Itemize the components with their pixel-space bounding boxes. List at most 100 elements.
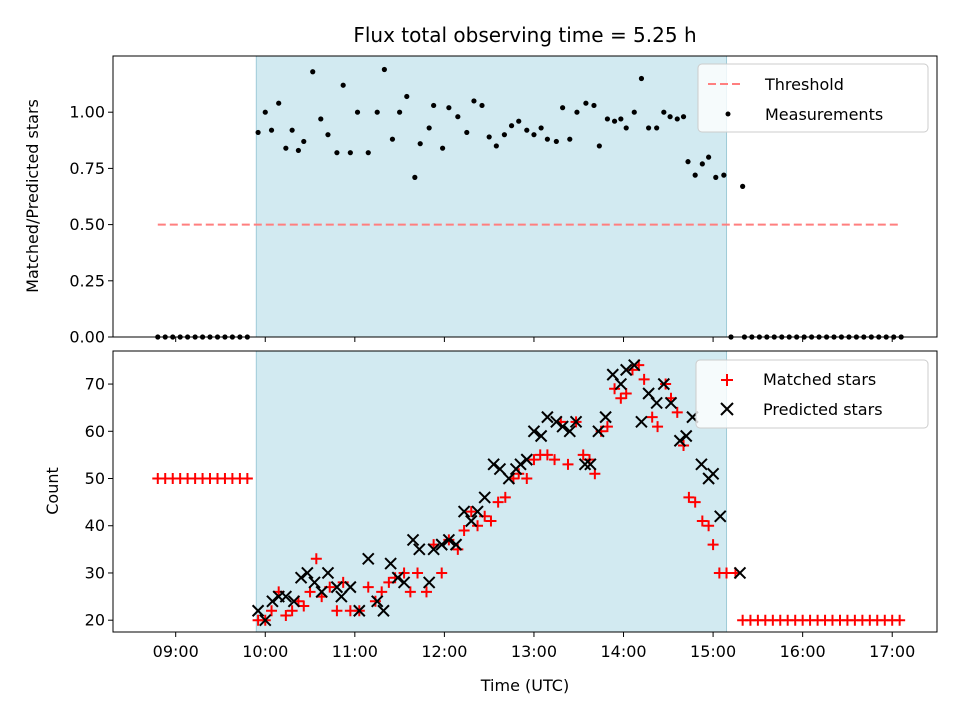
- measurement-point: [268, 127, 275, 133]
- measurement-point: [516, 118, 522, 124]
- top-observing-window: [255, 56, 728, 337]
- measurement-point: [553, 138, 559, 145]
- predicted-star-point: [673, 434, 687, 447]
- matched-star-point: [652, 421, 664, 433]
- matched-star-point: [696, 515, 708, 527]
- matched-star-point: [458, 524, 470, 536]
- predicted-star-point: [251, 604, 265, 617]
- measurement-point: [674, 116, 680, 122]
- predicted-star-point: [435, 538, 448, 551]
- measurement-point: [654, 125, 660, 131]
- predicted-star-point: [614, 377, 628, 391]
- measurement-point: [471, 98, 477, 104]
- predicted-star-point: [695, 458, 708, 471]
- predicted-star-point: [427, 543, 440, 556]
- measurement-point: [354, 109, 361, 115]
- matched-star-point: [485, 515, 497, 527]
- bottom-legend: Matched stars Predicted stars: [695, 359, 929, 429]
- bottom-y-tick-label: 50: [85, 469, 105, 488]
- measurement-point: [638, 75, 645, 82]
- matched-star-point: [310, 553, 322, 565]
- measurement-point: [646, 125, 652, 131]
- predicted-star-point: [266, 595, 279, 608]
- matched-star-point: [609, 383, 621, 395]
- measurement-point: [667, 114, 673, 120]
- measurement-point: [493, 143, 499, 149]
- matched-star-point: [562, 458, 574, 470]
- predicted-star-point: [279, 590, 293, 603]
- top-panel: 0.00 0.25 0.50 0.75 1.00 Matched/Predicted s…: [23, 55, 938, 347]
- predicted-star-point: [362, 552, 375, 566]
- bottom-observing-window: [255, 351, 728, 632]
- predicted-star-point: [592, 425, 605, 438]
- measurement-point: [486, 134, 492, 140]
- predicted-star-point: [534, 429, 548, 443]
- bottom-series-matched-stars: [152, 359, 906, 626]
- predicted-star-point: [321, 566, 335, 580]
- top-y-tick-label: 0.75: [69, 159, 105, 178]
- matched-star-point: [513, 468, 525, 480]
- measurement-point: [706, 154, 712, 160]
- predicted-star-point: [457, 505, 471, 518]
- bottom-y-tick-label: 70: [85, 375, 105, 394]
- bottom-y-axis-title: Count: [43, 467, 62, 515]
- predicted-star-point: [371, 595, 384, 608]
- measurement-point: [374, 109, 380, 115]
- measurement-point: [412, 174, 418, 180]
- matched-star-point: [369, 595, 381, 607]
- measurement-point: [389, 136, 396, 142]
- measurement-point: [713, 174, 719, 180]
- predicted-star-point: [541, 410, 554, 424]
- predicted-star-point: [406, 533, 420, 547]
- measurement-point: [567, 136, 573, 142]
- measurement-point: [431, 102, 437, 109]
- predicted-star-point: [344, 580, 357, 594]
- predicted-star-point: [584, 458, 597, 471]
- matched-star-point: [331, 605, 343, 617]
- measurement-point: [381, 66, 387, 73]
- measurement-point: [721, 172, 727, 178]
- measurement-point: [618, 116, 624, 122]
- predicted-star-point: [514, 458, 527, 471]
- bottom-x-axis: 09:00 10:00 11:00 12:00 13:00 14:00 15:00 16:00…: [153, 632, 915, 661]
- measurement-point: [501, 132, 507, 138]
- top-y-tick-label: 0.00: [69, 328, 105, 347]
- bottom-y-tick-label: 30: [85, 563, 105, 582]
- bottom-x-tick-label: 14:00: [600, 642, 646, 661]
- predicted-star-point: [442, 533, 456, 547]
- predicted-star-point: [478, 491, 491, 504]
- matched-star-point: [703, 520, 715, 532]
- top-y-tick-label: 0.25: [69, 271, 105, 290]
- measurement-point: [365, 150, 371, 156]
- measurement-point: [301, 138, 307, 145]
- predicted-star-point: [301, 566, 314, 580]
- bottom-x-axis-title: Time (UTC): [480, 676, 569, 695]
- predicted-star-point: [397, 576, 411, 589]
- top-legend-box: [697, 63, 929, 133]
- measurements-legend-swatch: [725, 111, 731, 117]
- measurement-point: [623, 125, 629, 131]
- matched-star-point: [412, 567, 424, 579]
- top-shaded-span: [256, 56, 727, 337]
- measurement-point: [404, 93, 410, 100]
- measurement-point: [295, 147, 301, 154]
- measurement-point: [692, 172, 698, 178]
- predicted-star-point: [294, 571, 308, 584]
- bottom-x-tick-label: 17:00: [869, 642, 915, 661]
- matched-star-point: [499, 491, 511, 503]
- predicted-star-point: [335, 590, 348, 603]
- measurement-point: [262, 109, 268, 115]
- matched-star-point: [894, 614, 906, 626]
- measurement-point: [426, 125, 432, 131]
- predicted-star-point: [733, 566, 747, 580]
- top-chart-title: Flux total observing time = 5.25 h: [353, 23, 696, 47]
- predicted-star-point: [635, 415, 648, 429]
- measurement-point: [685, 159, 691, 165]
- predicted-star-point: [308, 576, 321, 589]
- predicted-stars-legend-label: Predicted stars: [763, 400, 883, 419]
- bottom-series-predicted-stars: [251, 358, 747, 627]
- predicted-star-point: [550, 415, 563, 429]
- predicted-star-point: [259, 613, 272, 627]
- predicted-star-point: [657, 377, 671, 391]
